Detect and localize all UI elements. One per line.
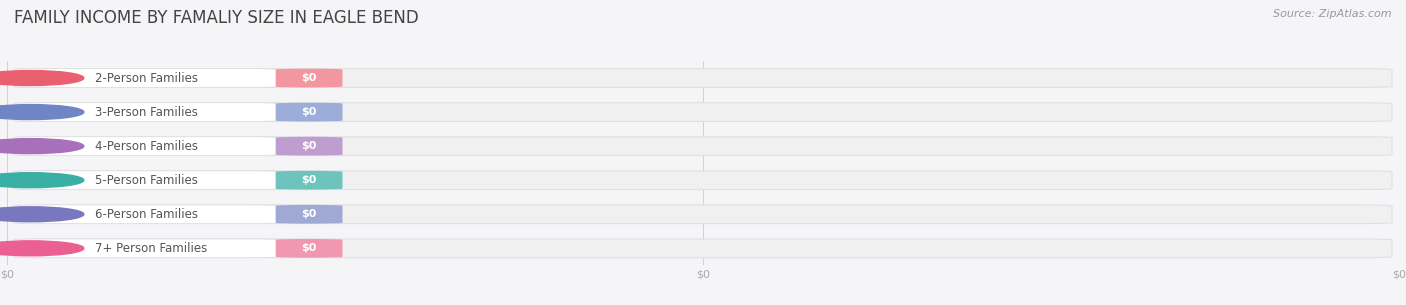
Ellipse shape (0, 207, 84, 222)
FancyBboxPatch shape (276, 239, 343, 258)
FancyBboxPatch shape (14, 239, 1392, 258)
FancyBboxPatch shape (276, 137, 343, 156)
Text: $0: $0 (301, 243, 316, 253)
Text: 6-Person Families: 6-Person Families (96, 208, 198, 221)
Text: Source: ZipAtlas.com: Source: ZipAtlas.com (1274, 9, 1392, 19)
FancyBboxPatch shape (14, 205, 278, 224)
Text: $0: $0 (301, 141, 316, 151)
FancyBboxPatch shape (14, 137, 1392, 156)
FancyBboxPatch shape (14, 69, 278, 88)
Text: 5-Person Families: 5-Person Families (96, 174, 198, 187)
Ellipse shape (0, 241, 84, 256)
Text: 3-Person Families: 3-Person Families (96, 106, 198, 119)
FancyBboxPatch shape (14, 239, 278, 258)
FancyBboxPatch shape (14, 171, 278, 190)
Text: $0: $0 (301, 175, 316, 185)
FancyBboxPatch shape (14, 137, 278, 156)
FancyBboxPatch shape (14, 103, 278, 121)
FancyBboxPatch shape (14, 69, 1392, 88)
Ellipse shape (0, 139, 84, 154)
Ellipse shape (0, 70, 84, 85)
FancyBboxPatch shape (14, 103, 1392, 121)
FancyBboxPatch shape (14, 205, 1392, 224)
Text: $0: $0 (301, 209, 316, 219)
Text: 4-Person Families: 4-Person Families (96, 140, 198, 152)
Ellipse shape (0, 173, 84, 188)
FancyBboxPatch shape (276, 171, 343, 190)
Ellipse shape (0, 105, 84, 120)
FancyBboxPatch shape (276, 205, 343, 224)
Text: $0: $0 (301, 107, 316, 117)
Text: 2-Person Families: 2-Person Families (96, 72, 198, 84)
FancyBboxPatch shape (276, 69, 343, 88)
Text: 7+ Person Families: 7+ Person Families (96, 242, 207, 255)
FancyBboxPatch shape (276, 103, 343, 121)
FancyBboxPatch shape (14, 171, 1392, 190)
Text: FAMILY INCOME BY FAMALIY SIZE IN EAGLE BEND: FAMILY INCOME BY FAMALIY SIZE IN EAGLE B… (14, 9, 419, 27)
Text: $0: $0 (301, 73, 316, 83)
